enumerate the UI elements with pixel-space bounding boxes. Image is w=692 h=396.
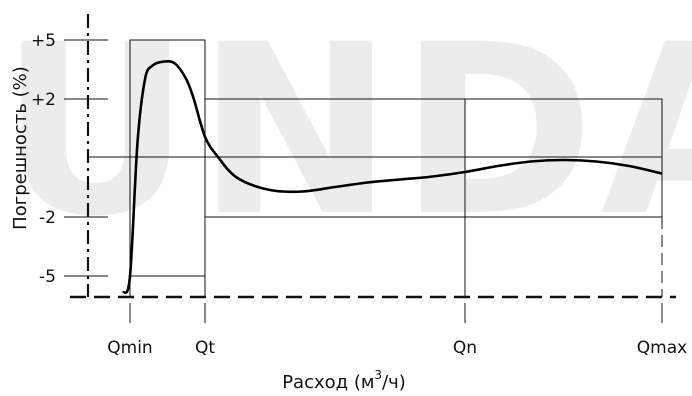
x-tick-group: Qmin Qt Qn Qmax [107,303,687,358]
x-tick-label: Qn [453,338,477,358]
y-tick-label: +5 [31,31,56,51]
x-tick-label: Qmax [637,338,687,358]
error-limit-boxes [129,39,663,297]
error-limit-box-1 [204,98,663,218]
y-axis-label: Погрешность (%) [10,66,31,230]
y-tick-label: +2 [31,90,56,110]
chart-axes [70,14,676,299]
error-curve [121,60,663,295]
y-tick-label: -2 [39,208,56,228]
curve-group [121,60,663,295]
x-tick-label: Qmin [107,338,152,358]
y-tick-group: +5 +2 -2 -5 [31,31,108,287]
y-tick-label: -5 [39,267,56,287]
watermark: UNDA [0,0,692,268]
x-axis-label: Расход (м3/ч) [282,368,406,393]
x-tick-label: Qt [195,338,215,358]
